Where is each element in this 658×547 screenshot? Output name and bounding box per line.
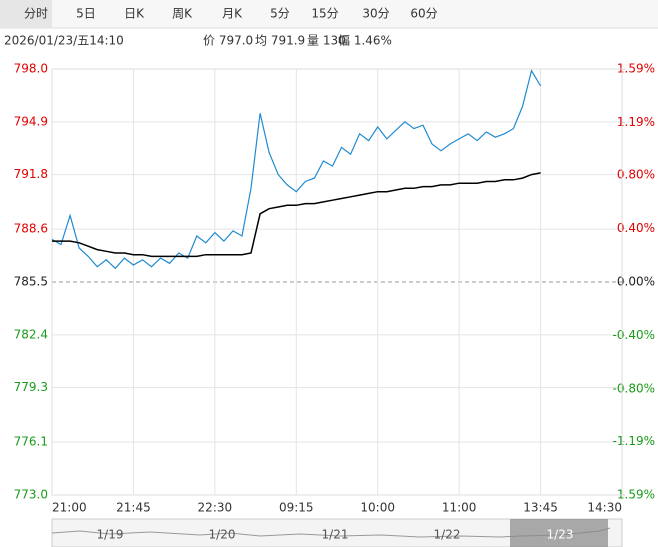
y2-tick-label: -1.19% xyxy=(613,434,655,448)
y-tick-label: 788.6 xyxy=(14,222,48,236)
tab[interactable]: 月K xyxy=(222,7,243,21)
y2-tick-label: -0.80% xyxy=(613,382,655,396)
x-tick-label: 22:30 xyxy=(198,501,233,515)
y-tick-label: 776.1 xyxy=(14,435,48,449)
y-tick-label: 791.8 xyxy=(14,167,48,181)
tab[interactable]: 分时 xyxy=(24,7,48,21)
y-tick-label: 782.4 xyxy=(14,327,48,341)
y-tick-label: 773.0 xyxy=(14,488,48,502)
navigator-date: 1/20 xyxy=(209,528,236,542)
x-tick-label: 11:00 xyxy=(442,501,477,515)
tab[interactable]: 15分 xyxy=(311,7,338,21)
x-tick-label: 13:45 xyxy=(523,501,558,515)
navigator-date: 1/22 xyxy=(434,528,461,542)
tab[interactable]: 60分 xyxy=(410,7,437,21)
x-tick-label: 21:00 xyxy=(52,501,87,515)
navigator-date: 1/23 xyxy=(547,528,574,542)
y-tick-label: 798.0 xyxy=(14,62,48,76)
y2-tick-label: 0.00% xyxy=(617,275,655,289)
y2-tick-label: 1.19% xyxy=(617,115,655,129)
plot-frame xyxy=(51,68,623,496)
y2-tick-label: 0.40% xyxy=(617,221,655,235)
tab-selected xyxy=(0,0,52,28)
y2-tick-label: 0.80% xyxy=(617,167,655,181)
info-avg: 均 791.9 xyxy=(255,34,305,48)
tab[interactable]: 30分 xyxy=(362,7,389,21)
tab[interactable]: 日K xyxy=(124,7,145,21)
x-tick-label: 10:00 xyxy=(360,501,395,515)
navigator-date: 1/21 xyxy=(322,528,349,542)
average-line xyxy=(52,172,541,258)
y2-tick-label: 1.59% xyxy=(617,62,655,76)
info-time: 2026/01/23/五14:10 xyxy=(4,34,124,48)
y2-tick-label: -1.59% xyxy=(613,488,655,502)
price-line xyxy=(51,69,542,270)
x-tick-label: 21:45 xyxy=(116,501,151,515)
tab[interactable]: 5日 xyxy=(76,7,96,21)
info-price: 价 797.0 xyxy=(203,34,253,48)
tab[interactable]: 5分 xyxy=(270,7,290,21)
y-tick-label: 779.3 xyxy=(14,380,48,394)
x-tick-label: 09:15 xyxy=(279,501,314,515)
y2-tick-label: -0.40% xyxy=(613,328,655,342)
tab[interactable]: 周K xyxy=(172,7,193,21)
info-volume: 量 130 xyxy=(307,34,346,48)
y-tick-label: 785.5 xyxy=(14,275,48,289)
navigator-window xyxy=(510,519,608,547)
navigator-date: 1/19 xyxy=(97,528,124,542)
tab-bar xyxy=(0,0,658,28)
x-tick-label: 14:30 xyxy=(587,501,622,515)
y-tick-label: 794.9 xyxy=(14,114,48,128)
info-change: 幅 1.46% xyxy=(338,33,392,48)
